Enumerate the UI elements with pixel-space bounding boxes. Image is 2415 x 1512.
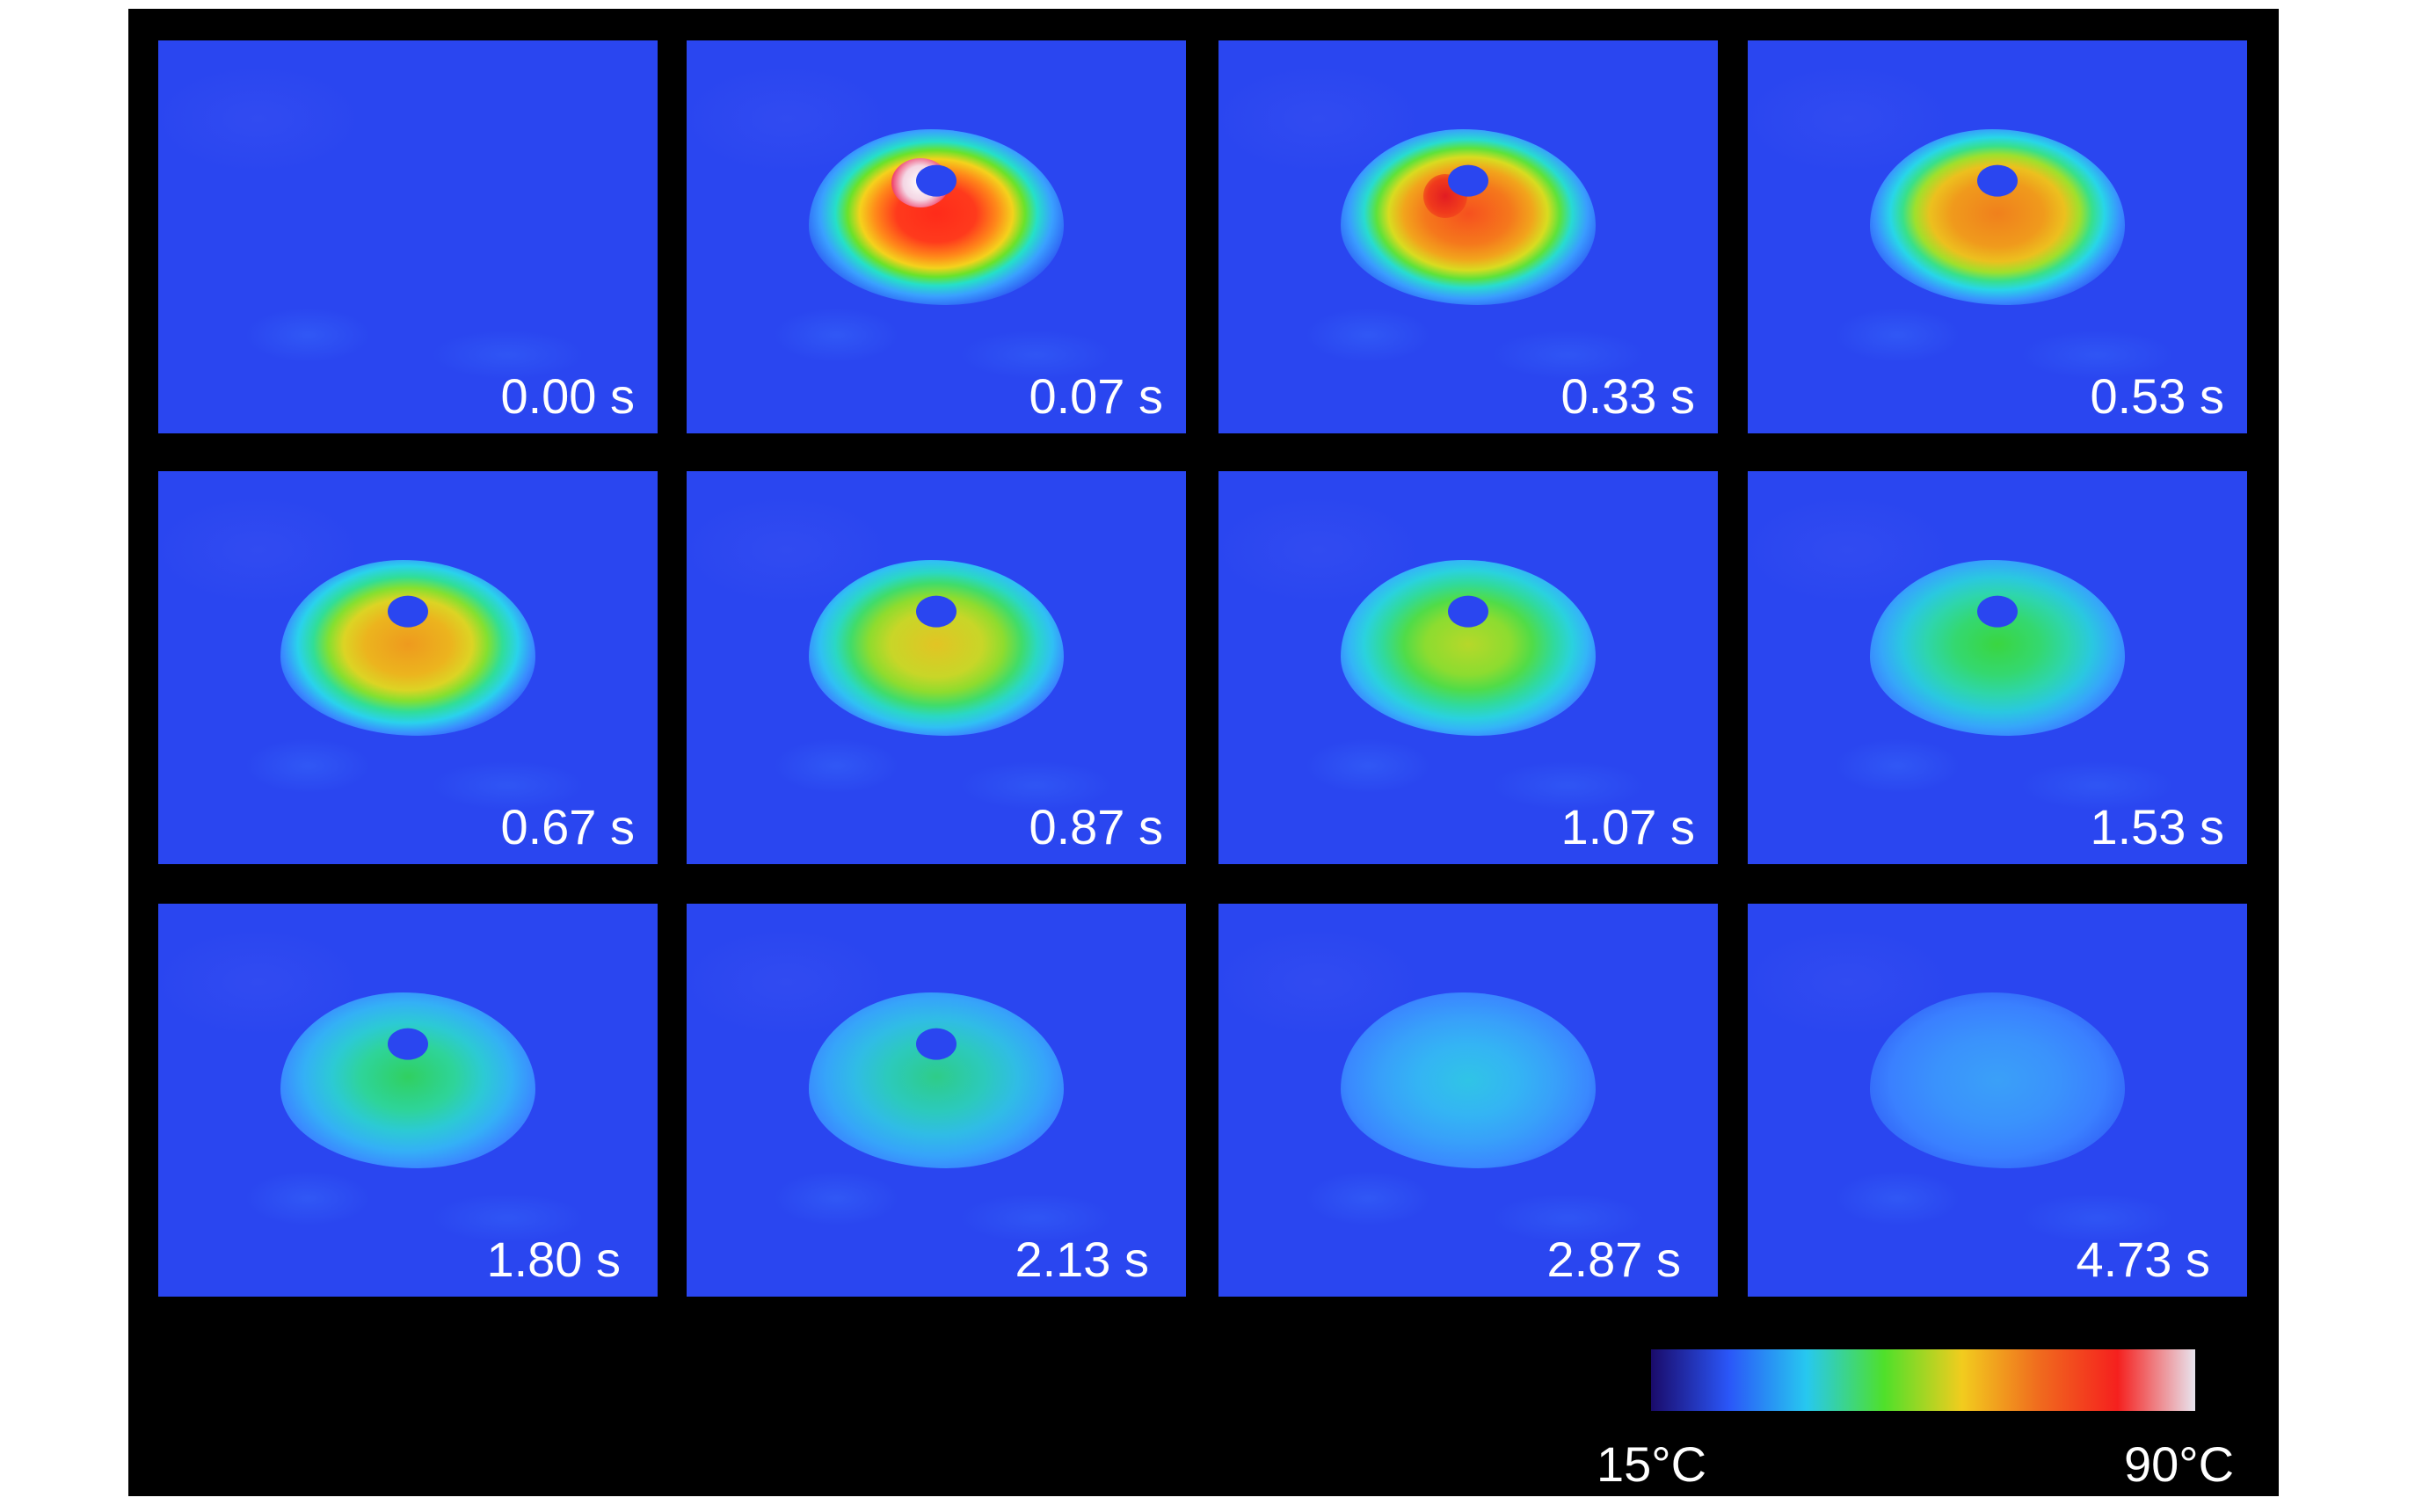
thermal-frame-7: 1.07 s	[1218, 471, 1718, 864]
time-label: 1.80 s	[486, 1232, 621, 1287]
thermal-frame-9: 1.80 s	[158, 904, 658, 1297]
heat-spot-notch	[388, 1028, 428, 1060]
time-label: 0.67 s	[500, 799, 635, 854]
time-label: 4.73 s	[2076, 1232, 2210, 1287]
time-label: 0.53 s	[2090, 368, 2224, 424]
thermal-frame-2: 0.07 s	[687, 40, 1186, 433]
heat-spot	[1870, 560, 2125, 737]
thermal-image-figure: 0.00 s 0.07 s 0.33 s 0.53 s 0.67 s 0.87 …	[128, 9, 2279, 1496]
temperature-colorbar	[1651, 1349, 2195, 1411]
time-label: 0.87 s	[1029, 799, 1163, 854]
heat-spot	[1870, 129, 2125, 306]
time-label: 0.33 s	[1560, 368, 1695, 424]
heat-spot	[1341, 129, 1596, 306]
time-label: 0.00 s	[500, 368, 635, 424]
thermal-frame-3: 0.33 s	[1218, 40, 1718, 433]
thermal-frame-12: 4.73 s	[1748, 904, 2247, 1297]
colorbar-min-label: 15°C	[1597, 1436, 1707, 1492]
heat-spot	[280, 560, 535, 737]
thermal-frame-11: 2.87 s	[1218, 904, 1718, 1297]
thermal-frame-5: 0.67 s	[158, 471, 658, 864]
time-label: 1.07 s	[1560, 799, 1695, 854]
heat-spot-notch	[1448, 595, 1488, 628]
time-label: 2.13 s	[1015, 1232, 1149, 1287]
time-label: 0.07 s	[1029, 368, 1163, 424]
thermal-frame-4: 0.53 s	[1748, 40, 2247, 433]
time-label: 1.53 s	[2090, 799, 2224, 854]
heat-spot	[809, 129, 1064, 306]
heat-spot-notch	[1448, 164, 1488, 197]
heat-spot-notch	[916, 595, 957, 628]
heat-spot	[809, 992, 1064, 1169]
time-label: 2.87 s	[1546, 1232, 1681, 1287]
heat-spot	[1341, 560, 1596, 737]
heat-spot-notch	[1977, 595, 2018, 628]
heat-spot	[280, 992, 535, 1169]
thermal-frame-1: 0.00 s	[158, 40, 658, 433]
heat-spot-notch	[916, 1028, 957, 1060]
heat-spot-notch	[388, 595, 428, 628]
thermal-frame-6: 0.87 s	[687, 471, 1186, 864]
heat-spot-notch	[916, 164, 957, 197]
thermal-frame-8: 1.53 s	[1748, 471, 2247, 864]
heat-spot	[1341, 992, 1596, 1169]
thermal-frame-10: 2.13 s	[687, 904, 1186, 1297]
heat-spot	[1870, 992, 2125, 1169]
heat-spot	[809, 560, 1064, 737]
colorbar-max-label: 90°C	[2124, 1436, 2235, 1492]
heat-spot-notch	[1977, 164, 2018, 197]
background-texture	[158, 40, 658, 433]
